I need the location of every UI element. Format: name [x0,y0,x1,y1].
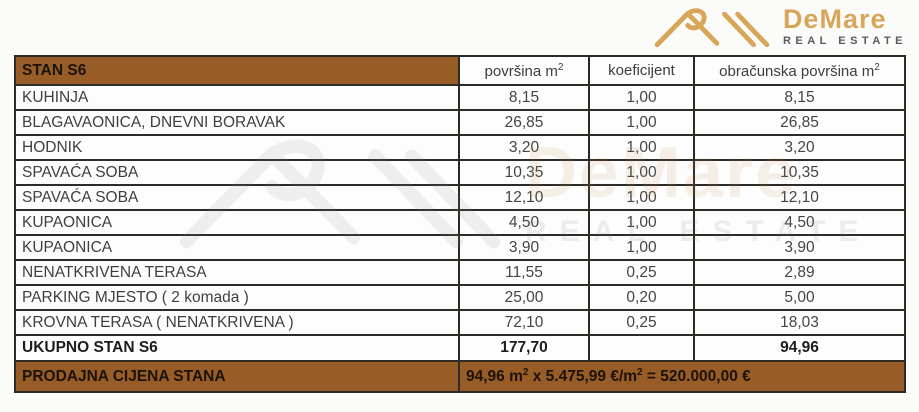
table-row: BLAGAVAONICA, DNEVNI BORAVAK 26,85 1,00 … [14,109,906,136]
total-coefficient [588,334,695,362]
room-coefficient: 0,20 [588,284,695,311]
table-row: HODNIK 3,20 1,00 3,20 [14,134,906,161]
room-coefficient: 0,25 [588,259,695,286]
room-coefficient: 1,00 [588,134,695,161]
room-calculated-area: 3,90 [693,234,906,261]
room-coefficient: 1,00 [588,234,695,261]
total-label: UKUPNO STAN S6 [14,334,460,362]
room-name: PARKING MJESTO ( 2 komada ) [14,284,460,311]
apartment-area-table: STAN S6 površina m2 koeficijent obračuns… [14,55,906,393]
room-area: 10,35 [458,159,590,186]
room-name: BLAGAVAONICA, DNEVNI BORAVAK [14,109,460,136]
room-coefficient: 1,00 [588,184,695,211]
room-calculated-area: 26,85 [693,109,906,136]
room-name: SPAVAĆA SOBA [14,184,460,211]
table-row: SPAVAĆA SOBA 12,10 1,00 12,10 [14,184,906,211]
room-area: 11,55 [458,259,590,286]
room-name: KUPAONICA [14,234,460,261]
company-logo: DeMare REAL ESTATE [653,4,907,48]
table-row: NENATKRIVENA TERASA 11,55 0,25 2,89 [14,259,906,286]
table-row: KUPAONICA 4,50 1,00 4,50 [14,209,906,236]
room-area: 4,50 [458,209,590,236]
apartment-title: STAN S6 [14,55,460,86]
room-calculated-area: 10,35 [693,159,906,186]
room-name: SPAVAĆA SOBA [14,159,460,186]
room-area: 72,10 [458,309,590,336]
room-area: 26,85 [458,109,590,136]
room-coefficient: 1,00 [588,84,695,111]
table-header-row: STAN S6 površina m2 koeficijent obračuns… [14,55,906,86]
table-row: KUPAONICA 3,90 1,00 3,90 [14,234,906,261]
price-label: PRODAJNA CIJENA STANA [14,360,460,393]
column-header-area: površina m2 [458,55,590,86]
total-row: UKUPNO STAN S6 177,70 94,96 [14,334,906,362]
room-coefficient: 1,00 [588,209,695,236]
room-coefficient: 0,25 [588,309,695,336]
price-formula: 94,96 m2 x 5.475,99 €/m2 = 520.000,00 € [458,360,906,393]
brand-name: DeMare [782,3,887,34]
room-calculated-area: 5,00 [693,284,906,311]
column-header-coefficient: koeficijent [588,55,695,86]
total-area: 177,70 [458,334,590,362]
room-area: 8,15 [458,84,590,111]
table-row: KROVNA TERASA ( NENATKRIVENA ) 72,10 0,2… [14,309,906,336]
room-calculated-area: 4,50 [693,209,906,236]
room-name: KUHINJA [14,84,460,111]
room-coefficient: 1,00 [588,159,695,186]
brand-subtitle: REAL ESTATE [782,34,907,47]
room-area: 3,90 [458,234,590,261]
room-name: NENATKRIVENA TERASA [14,259,460,286]
column-header-calculated-area: obračunska površina m2 [693,55,906,86]
room-calculated-area: 2,89 [693,259,906,286]
room-coefficient: 1,00 [588,109,695,136]
price-row: PRODAJNA CIJENA STANA 94,96 m2 x 5.475,9… [14,360,906,393]
room-area: 3,20 [458,134,590,161]
room-name: KROVNA TERASA ( NENATKRIVENA ) [14,309,460,336]
mountain-logo-icon [653,4,771,48]
room-area: 12,10 [458,184,590,211]
logo-text: DeMare REAL ESTATE [782,3,907,47]
room-name: KUPAONICA [14,209,460,236]
table-row: KUHINJA 8,15 1,00 8,15 [14,84,906,111]
total-calculated-area: 94,96 [693,334,906,362]
room-calculated-area: 8,15 [693,84,906,111]
table-row: PARKING MJESTO ( 2 komada ) 25,00 0,20 5… [14,284,906,311]
room-calculated-area: 3,20 [693,134,906,161]
room-calculated-area: 12,10 [693,184,906,211]
room-calculated-area: 18,03 [693,309,906,336]
room-area: 25,00 [458,284,590,311]
table-row: SPAVAĆA SOBA 10,35 1,00 10,35 [14,159,906,186]
room-name: HODNIK [14,134,460,161]
